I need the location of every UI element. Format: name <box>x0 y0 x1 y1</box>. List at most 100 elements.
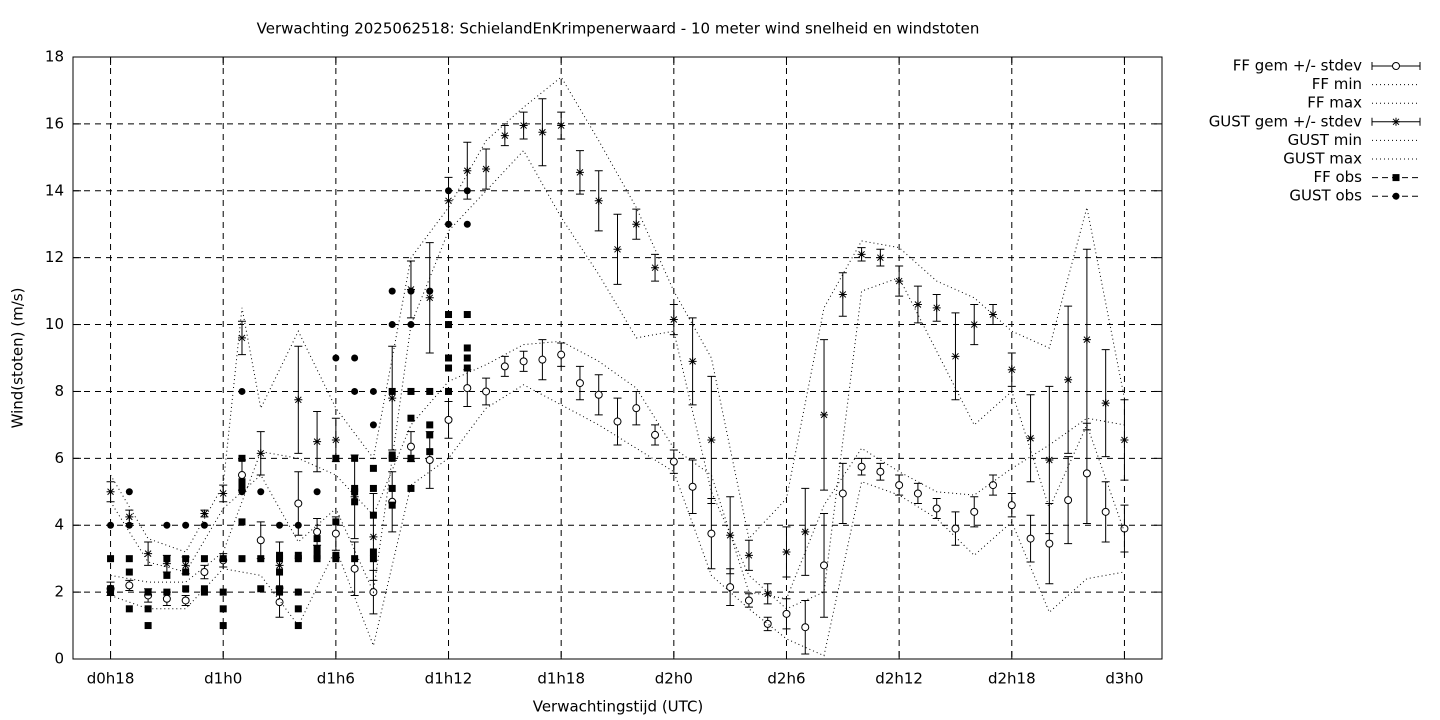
marker <box>369 555 377 563</box>
marker <box>707 529 716 538</box>
marker <box>820 410 829 419</box>
marker <box>313 437 322 446</box>
marker <box>294 555 302 563</box>
marker <box>163 555 171 563</box>
marker <box>538 128 547 137</box>
marker <box>426 287 434 295</box>
marker <box>876 253 885 262</box>
marker <box>294 605 302 613</box>
marker <box>107 521 115 529</box>
marker <box>163 588 171 596</box>
marker <box>332 555 340 563</box>
y-axis-label: Wind(stoten) (m/s) <box>9 288 27 429</box>
marker <box>1045 456 1054 465</box>
marker <box>294 521 302 529</box>
marker <box>445 311 453 319</box>
marker <box>294 622 302 630</box>
marker <box>106 487 115 496</box>
marker <box>125 512 134 521</box>
marker <box>970 320 979 329</box>
marker <box>144 622 152 630</box>
marker <box>200 521 208 529</box>
marker <box>313 545 321 553</box>
marker <box>331 529 340 538</box>
x-tick-label: d2h6 <box>767 670 805 688</box>
marker <box>182 555 190 563</box>
marker <box>445 354 453 362</box>
marker <box>669 457 678 466</box>
marker <box>820 561 829 570</box>
marker <box>125 555 133 563</box>
marker <box>407 287 415 295</box>
legend-label: GUST max <box>1283 150 1362 168</box>
marker <box>388 394 397 403</box>
marker <box>125 488 133 496</box>
y-tick-label: 6 <box>54 449 64 467</box>
marker <box>445 321 453 329</box>
marker <box>895 277 904 286</box>
marker <box>651 263 660 272</box>
marker <box>763 619 772 628</box>
marker <box>594 390 603 399</box>
marker <box>425 293 434 302</box>
x-tick-label: d3h0 <box>1105 670 1143 688</box>
marker <box>351 498 359 506</box>
marker <box>426 421 434 429</box>
marker <box>276 568 284 576</box>
x-axis-label: Verwachtingstijd (UTC) <box>533 698 704 716</box>
marker <box>407 454 415 462</box>
marker <box>163 521 171 529</box>
marker <box>575 379 584 388</box>
marker <box>445 220 453 228</box>
x-tick-label: d0h18 <box>87 670 135 688</box>
marker <box>519 121 528 130</box>
legend-label: FF obs <box>1313 168 1362 186</box>
marker <box>238 518 246 526</box>
marker <box>669 315 678 324</box>
marker <box>463 220 471 228</box>
marker <box>125 568 133 576</box>
marker <box>744 551 753 560</box>
marker <box>144 605 152 613</box>
marker <box>107 588 115 596</box>
marker <box>238 478 246 486</box>
marker <box>369 464 377 472</box>
marker <box>801 527 810 536</box>
marker <box>444 196 453 205</box>
marker <box>369 548 377 556</box>
marker <box>313 555 321 563</box>
marker <box>1101 507 1110 516</box>
marker <box>895 481 904 490</box>
line <box>110 76 1125 553</box>
marker <box>407 484 415 492</box>
marker <box>557 350 566 359</box>
marker <box>332 354 340 362</box>
marker <box>613 245 622 254</box>
marker <box>407 387 415 395</box>
marker <box>632 404 641 413</box>
marker <box>932 504 941 513</box>
marker <box>726 583 735 592</box>
marker <box>238 555 246 563</box>
marker <box>162 559 171 568</box>
marker <box>801 623 810 632</box>
marker <box>838 489 847 498</box>
x-tick-label: d1h6 <box>317 670 355 688</box>
marker <box>989 481 998 490</box>
marker <box>144 549 153 558</box>
line <box>110 149 1125 610</box>
marker <box>256 449 265 458</box>
marker <box>951 352 960 361</box>
legend-marker <box>1392 174 1400 182</box>
marker <box>350 564 359 573</box>
y-tick-label: 4 <box>54 516 64 534</box>
y-tick-label: 0 <box>54 650 64 668</box>
marker <box>388 454 396 462</box>
marker <box>838 290 847 299</box>
y-tick-label: 14 <box>45 181 64 199</box>
marker <box>275 598 284 607</box>
marker <box>294 499 303 508</box>
marker <box>989 310 998 319</box>
plot-frame <box>72 56 1163 660</box>
